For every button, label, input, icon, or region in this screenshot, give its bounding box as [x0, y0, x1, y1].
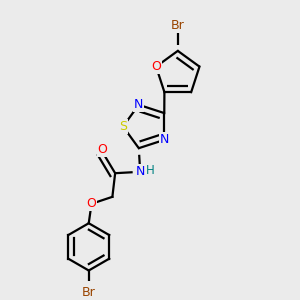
Text: S: S	[119, 120, 127, 133]
Text: Br: Br	[171, 20, 185, 32]
Text: Br: Br	[82, 286, 96, 299]
Text: O: O	[87, 197, 97, 210]
Text: O: O	[98, 143, 108, 156]
Text: O: O	[151, 60, 161, 73]
Text: H: H	[146, 164, 155, 178]
Text: N: N	[160, 134, 169, 146]
Text: N: N	[134, 98, 143, 111]
Text: N: N	[136, 165, 145, 178]
